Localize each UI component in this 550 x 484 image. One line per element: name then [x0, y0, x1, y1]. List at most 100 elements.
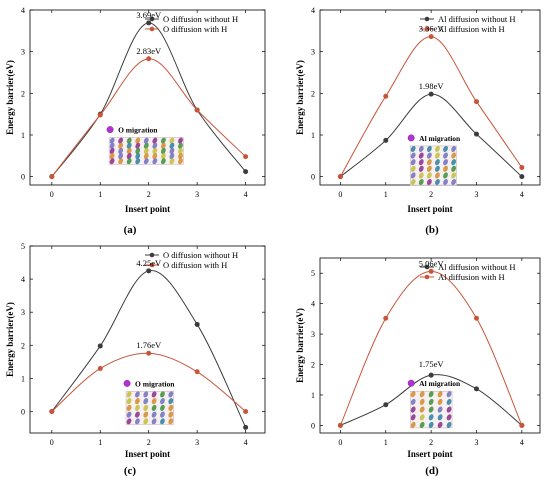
atom	[410, 165, 416, 172]
inset-title: O migration	[135, 379, 175, 388]
atom	[134, 404, 140, 411]
inset-title: Al migration	[419, 379, 461, 388]
atom	[419, 421, 425, 429]
atom	[435, 172, 440, 179]
y-axis-label: Energy barrier(eV)	[295, 60, 305, 135]
legend-label-1: O diffusion without H	[163, 250, 238, 260]
x-tick-label: 1	[98, 190, 102, 199]
x-tick-label: 4	[244, 438, 248, 447]
y-tick-label: 0	[21, 173, 25, 182]
atom	[160, 398, 165, 405]
atom	[152, 153, 158, 160]
atom	[135, 147, 141, 154]
legend-label-1: Al diffusion without H	[438, 14, 516, 24]
atom	[410, 159, 416, 166]
y-tick-label: 0	[311, 421, 315, 430]
atom	[178, 137, 183, 144]
atom	[443, 145, 448, 152]
atom	[426, 145, 432, 152]
y-axis-label: Energy barrier(eV)	[5, 60, 15, 135]
atom	[143, 137, 149, 144]
x-axis-label: Insert point	[407, 449, 452, 459]
atom	[126, 391, 132, 398]
atom	[126, 142, 132, 149]
inset-title: O migration	[118, 126, 158, 135]
legend-marker-1	[149, 16, 155, 22]
atom	[126, 404, 132, 411]
migration-marker-icon	[407, 379, 415, 387]
x-tick-label: 3	[195, 438, 199, 447]
atom	[118, 137, 124, 144]
atom	[118, 147, 124, 154]
atom	[152, 147, 158, 154]
atom	[169, 137, 175, 144]
peak-annotation: 1.76eV	[136, 340, 162, 350]
panel-label: (a)	[124, 224, 137, 236]
y-tick-label: 2	[21, 89, 25, 98]
atom	[118, 158, 124, 165]
x-tick-label: 0	[338, 438, 342, 447]
atom	[118, 153, 124, 160]
atom	[418, 172, 424, 179]
legend-marker-1	[424, 264, 430, 270]
peak-annotation: 1.98eV	[419, 81, 445, 91]
panel-label: (b)	[425, 224, 439, 236]
atom	[418, 165, 424, 172]
data-point-1	[473, 386, 479, 392]
atom	[134, 411, 140, 418]
atom	[143, 418, 149, 425]
y-axis-label: Energy barrier(eV)	[5, 302, 15, 377]
y-tick-label: 2	[21, 341, 25, 350]
atom	[135, 137, 141, 144]
data-point-1	[243, 424, 249, 430]
data-point-2	[97, 365, 103, 371]
data-point-2	[243, 154, 249, 160]
x-tick-label: 0	[338, 190, 342, 199]
atom	[443, 172, 448, 179]
data-point-2	[146, 350, 152, 356]
atom	[135, 158, 141, 165]
y-tick-label: 3	[311, 48, 315, 57]
atom	[151, 411, 157, 418]
y-tick-label: 1	[21, 131, 25, 140]
legend-label-2: Al diffusion with H	[438, 272, 505, 282]
atom	[451, 172, 457, 179]
atom	[443, 179, 448, 186]
atom	[410, 398, 416, 405]
y-tick-label: 2	[311, 361, 315, 370]
panel-d: 0 1 2 3 4 0 1 2 3 4 5 Insert point Energy barrier(eV…	[295, 257, 541, 477]
peak-annotation: 5.06eV	[419, 258, 445, 268]
legend-marker-1	[424, 16, 430, 22]
x-axis-label: Insert point	[407, 204, 452, 214]
plot-frame	[319, 257, 541, 434]
atom	[126, 153, 132, 160]
migration-marker-icon	[106, 126, 114, 134]
atom	[451, 152, 457, 159]
atom	[168, 418, 174, 425]
atom	[443, 159, 448, 166]
atom	[134, 391, 140, 398]
atom	[151, 391, 157, 398]
x-tick-label: 2	[429, 190, 433, 199]
data-point-1	[146, 268, 152, 274]
y-tick-label: 1	[21, 374, 25, 383]
x-tick-label: 3	[474, 438, 478, 447]
atom	[446, 421, 452, 429]
data-point-1	[428, 91, 434, 97]
legend-marker-2	[149, 26, 155, 32]
data-point-2	[473, 315, 479, 321]
atom	[446, 406, 452, 413]
atom	[143, 398, 149, 405]
atom	[428, 391, 434, 398]
crystal-structure-frame	[409, 145, 457, 186]
atom	[418, 179, 424, 186]
atom	[178, 142, 183, 149]
x-axis-label: Insert point	[125, 449, 170, 459]
atom	[178, 158, 183, 165]
legend-marker-1	[149, 252, 155, 258]
migration-marker-icon	[407, 134, 415, 142]
migration-inset: Al migration	[407, 134, 461, 186]
atom	[135, 142, 141, 149]
data-point-1	[383, 137, 389, 143]
panel-label: (c)	[124, 465, 137, 477]
